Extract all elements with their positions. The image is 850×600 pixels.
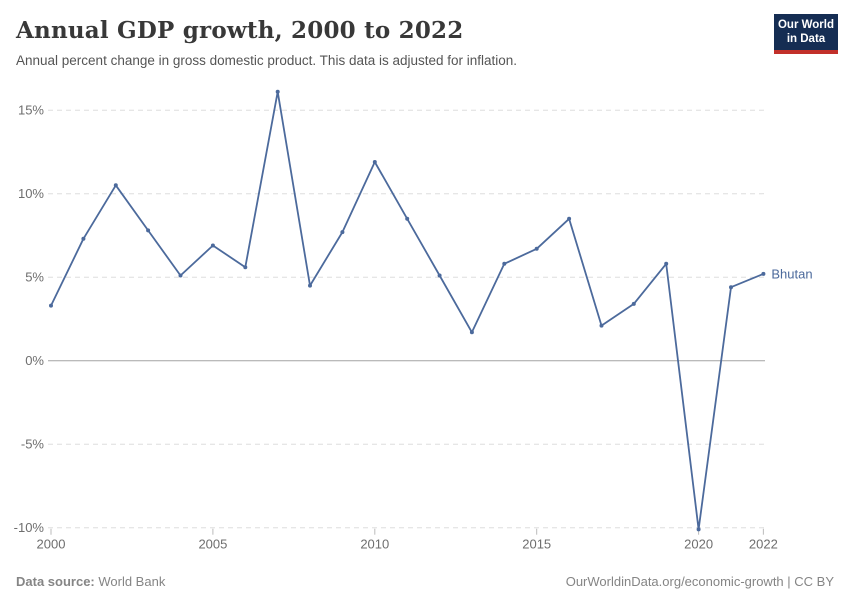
- y-axis-tick-label: -10%: [14, 520, 45, 535]
- data-point: [599, 323, 604, 328]
- x-axis-tick-label: 2010: [360, 537, 389, 552]
- y-axis-tick-label: 5%: [25, 270, 44, 285]
- data-source: Data source: World Bank: [16, 574, 165, 589]
- y-axis-tick-label: -5%: [21, 437, 45, 452]
- data-point: [405, 216, 410, 221]
- data-point: [502, 261, 507, 266]
- data-point: [210, 243, 215, 248]
- data-point: [49, 303, 53, 308]
- data-source-value: World Bank: [94, 574, 166, 589]
- x-axis-tick-label: 2000: [37, 537, 66, 552]
- y-axis-tick-label: 15%: [18, 103, 44, 118]
- data-point: [729, 285, 733, 290]
- chart-footer: Data source: World Bank OurWorldinData.o…: [0, 574, 850, 589]
- data-point: [567, 216, 572, 221]
- x-axis-tick-label: 2022: [749, 537, 778, 552]
- data-point: [178, 273, 183, 278]
- data-point: [664, 261, 669, 266]
- owid-logo-line2: in Data: [786, 33, 826, 45]
- data-point: [631, 301, 636, 306]
- data-point: [469, 330, 474, 335]
- page-title: Annual GDP growth, 2000 to 2022: [16, 17, 464, 44]
- data-point: [275, 89, 280, 94]
- series-end-label: Bhutan: [771, 266, 812, 281]
- data-point: [308, 283, 312, 288]
- data-point: [437, 273, 442, 278]
- line-chart-plot: 15% 10% 5% 0% -5% -10% 2000 2005 2010 2015 2020 202…: [14, 89, 813, 552]
- data-point: [243, 265, 248, 270]
- x-axis-tick-label: 2015: [522, 537, 551, 552]
- data-point: [113, 183, 118, 188]
- data-source-label: Data source:: [16, 574, 95, 589]
- data-point: [340, 230, 345, 235]
- y-axis-tick-label: 0%: [25, 353, 44, 368]
- x-axis-tick-label: 2005: [198, 537, 227, 552]
- series-line: [50, 90, 765, 531]
- data-point: [534, 246, 539, 251]
- x-axis-tick-label: 2020: [684, 537, 713, 552]
- data-point: [81, 236, 86, 241]
- y-axis-tick-label: 10%: [18, 186, 44, 201]
- chart-subtitle: Annual percent change in gross domestic …: [16, 53, 518, 68]
- data-point: [372, 160, 377, 164]
- footer-license-link[interactable]: OurWorldinData.org/economic-growth | CC …: [565, 574, 834, 589]
- data-point: [696, 527, 701, 532]
- data-point: [761, 271, 766, 276]
- data-point: [146, 228, 151, 233]
- owid-logo-line1: Our World: [777, 18, 834, 31]
- owid-logo[interactable]: Our World in Data: [774, 14, 838, 54]
